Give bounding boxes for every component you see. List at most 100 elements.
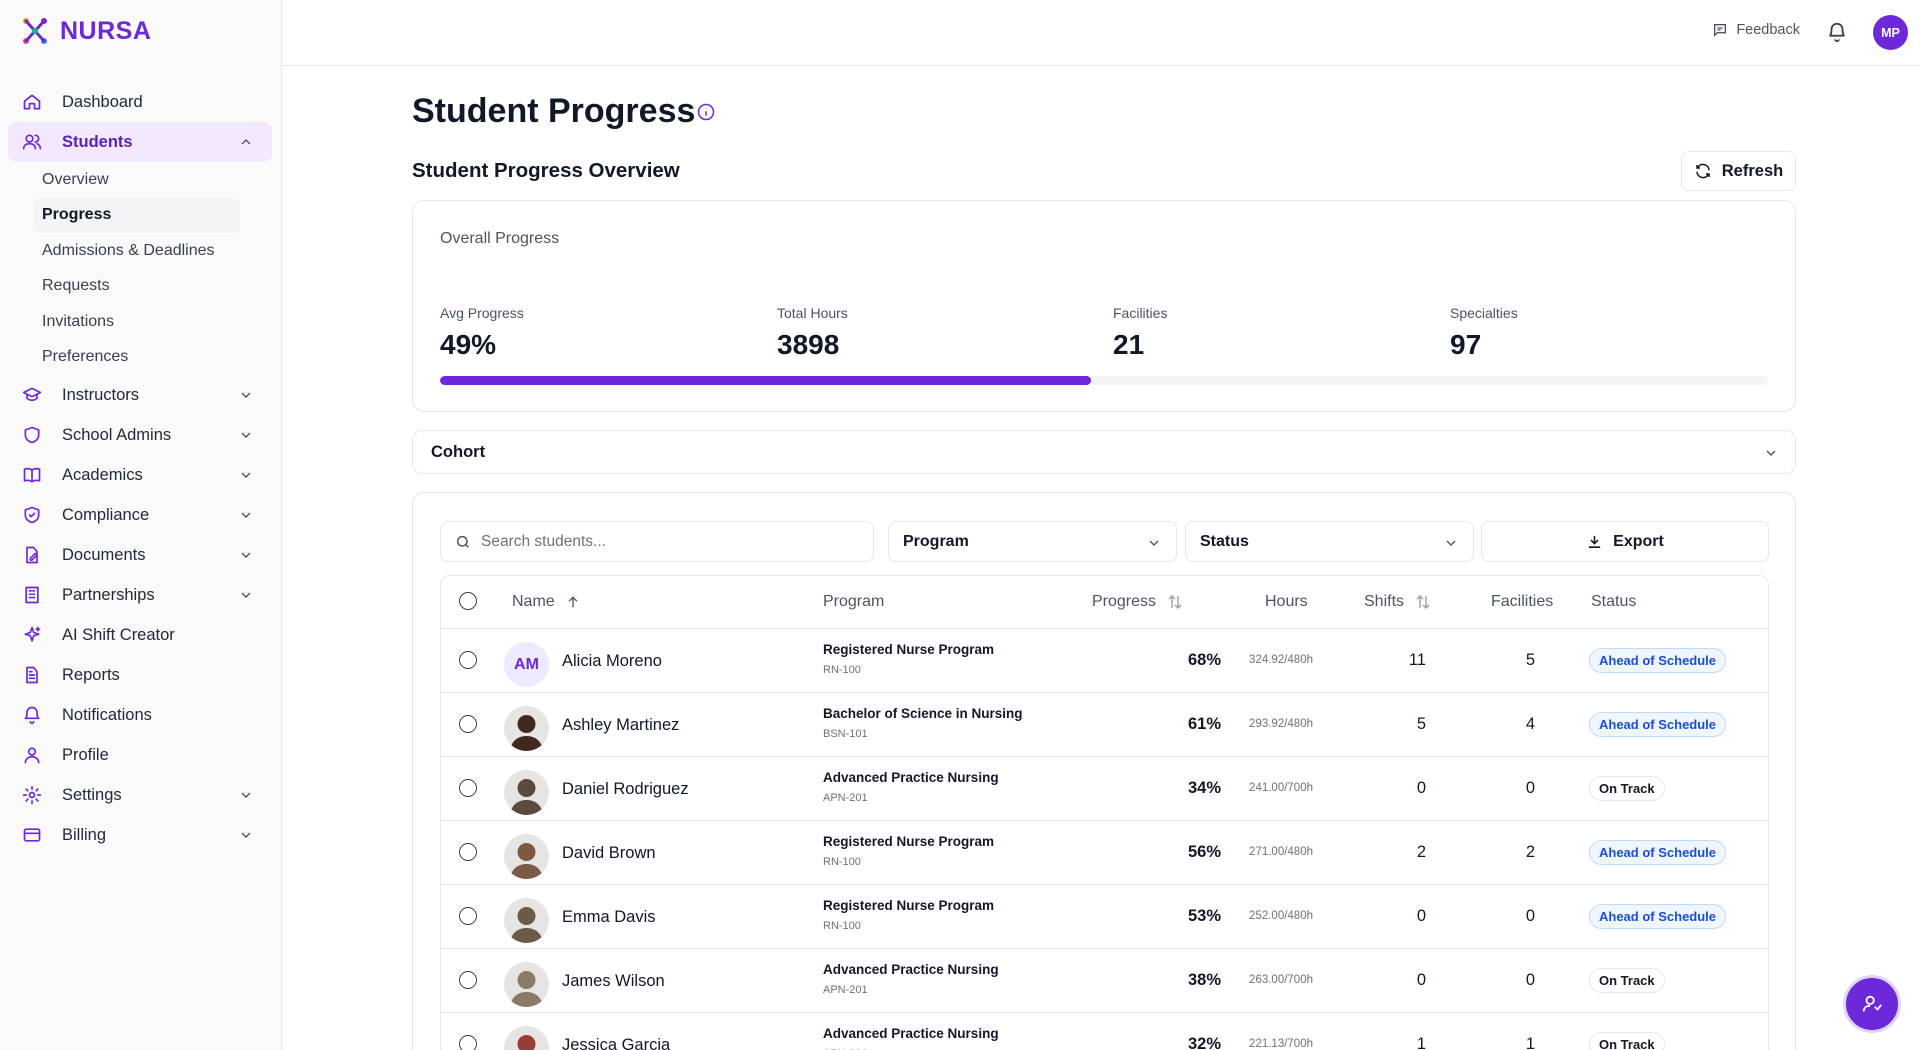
table-row[interactable]: David Brown Registered Nurse Program RN-10…	[441, 821, 1768, 885]
chevron-down-icon	[241, 792, 251, 798]
student-name[interactable]: Emma Davis	[562, 908, 656, 926]
status-badge: Ahead of Schedule	[1589, 712, 1727, 737]
column-shifts[interactable]: Shifts	[1364, 593, 1432, 611]
program-name: Advanced Practice Nursing	[823, 962, 999, 977]
overall-progress-bar	[440, 376, 1768, 385]
chevron-down-icon	[241, 472, 251, 478]
bell-icon[interactable]	[1826, 21, 1848, 43]
sidebar-subitem-progress[interactable]: Progress	[34, 197, 240, 233]
sidebar-item-ai-shift-creator[interactable]: AI Shift Creator	[8, 615, 272, 655]
home-icon	[23, 94, 41, 110]
support-fab-button[interactable]	[1843, 975, 1901, 1033]
logo[interactable]: NURSA	[20, 16, 151, 46]
status-badge: Ahead of Schedule	[1589, 840, 1727, 865]
shield-icon-wrap	[22, 425, 42, 445]
row-checkbox[interactable]	[459, 1035, 477, 1050]
table-row[interactable]: Emma Davis Registered Nurse Program RN-100…	[441, 885, 1768, 949]
student-name[interactable]: James Wilson	[562, 972, 665, 990]
user-avatar[interactable]: MP	[1873, 15, 1908, 50]
program-select[interactable]: Program	[888, 521, 1177, 562]
bell-icon	[24, 706, 40, 725]
student-name[interactable]: David Brown	[562, 844, 656, 862]
sidebar-subitem-invitations[interactable]: Invitations	[42, 312, 115, 330]
row-checkbox[interactable]	[459, 779, 477, 797]
refresh-button[interactable]: Refresh	[1681, 151, 1796, 191]
sidebar: NURSA Dashboard Students Overview Progress A…	[0, 0, 282, 1050]
sidebar-subitem-admissions-deadlines[interactable]: Admissions & Deadlines	[42, 241, 215, 259]
student-name[interactable]: Ashley Martinez	[562, 716, 680, 734]
stat-facilities: Facilities 21	[1113, 305, 1167, 361]
sidebar-item-dashboard[interactable]: Dashboard	[8, 82, 272, 122]
chevron-down-icon	[1149, 540, 1159, 546]
row-checkbox[interactable]	[459, 651, 477, 669]
column-name[interactable]: Name	[512, 593, 581, 611]
row-checkbox[interactable]	[459, 715, 477, 733]
row-checkbox[interactable]	[459, 971, 477, 989]
facilities-value: 5	[1525, 651, 1535, 669]
chevron-down-icon	[1766, 450, 1776, 456]
sidebar-item-reports[interactable]: Reports	[8, 655, 272, 695]
cohort-accordion[interactable]: Cohort	[412, 430, 1796, 474]
student-name[interactable]: Daniel Rodriguez	[562, 780, 689, 798]
status-select[interactable]: Status	[1185, 521, 1474, 562]
sidebar-item-students[interactable]: Students	[8, 122, 272, 162]
row-checkbox[interactable]	[459, 907, 477, 925]
sidebar-item-instructors[interactable]: Instructors	[8, 375, 272, 415]
feedback-button[interactable]: Feedback	[1712, 22, 1800, 38]
table-row[interactable]: Jessica Garcia Advanced Practice Nursing A…	[441, 1013, 1768, 1050]
gear-icon-wrap	[22, 785, 42, 805]
row-checkbox[interactable]	[459, 843, 477, 861]
status-badge: Ahead of Schedule	[1589, 648, 1727, 673]
stat-label: Total Hours	[777, 305, 848, 321]
sidebar-item-academics[interactable]: Academics	[8, 455, 272, 495]
export-button[interactable]: Export	[1481, 521, 1769, 562]
progress-value: 56%	[1187, 843, 1221, 861]
column-facilities: Facilities	[1491, 593, 1553, 611]
select-all-checkbox[interactable]	[459, 592, 477, 610]
table-row[interactable]: Ashley Martinez Bachelor of Science in Nu…	[441, 693, 1768, 757]
column-progress[interactable]: Progress	[1092, 593, 1184, 611]
sidebar-subitem-overview[interactable]: Overview	[42, 170, 109, 188]
checkbox[interactable]	[459, 592, 477, 610]
chevron-down-icon	[1446, 540, 1456, 546]
column-program: Program	[823, 593, 884, 611]
column-label: Progress	[1092, 593, 1157, 610]
table-row[interactable]: AM Alicia Moreno Registered Nurse Program R…	[441, 629, 1768, 693]
refresh-label: Refresh	[1721, 161, 1784, 180]
avatar-photo-icon	[504, 706, 549, 751]
status-badge: On Track	[1589, 968, 1665, 993]
table-row[interactable]: Daniel Rodriguez Advanced Practice Nursin…	[441, 757, 1768, 821]
sidebar-item-partnerships[interactable]: Partnerships	[8, 575, 272, 615]
refresh-icon	[1696, 163, 1710, 179]
sidebar-subitem-requests[interactable]: Requests	[42, 277, 110, 295]
program-code: APN-201	[823, 1048, 868, 1050]
sidebar-subitem-preferences[interactable]: Preferences	[42, 348, 129, 366]
sidebar-item-school-admins[interactable]: School Admins	[8, 415, 272, 455]
row-checkbox-wrap	[459, 971, 477, 989]
sidebar-item-label: Dashboard	[62, 92, 143, 111]
sidebar-nav: Dashboard Students Overview Progress Admissi…	[8, 82, 272, 855]
status-badge: Ahead of Schedule	[1589, 904, 1727, 929]
search-input[interactable]: Search students...	[440, 521, 874, 562]
sidebar-item-profile[interactable]: Profile	[8, 735, 272, 775]
column-label: Name	[512, 593, 555, 610]
students-table-card: Search students... Program Status Export…	[412, 492, 1796, 1050]
building-icon-wrap	[22, 585, 42, 605]
sidebar-item-label: Academics	[62, 465, 143, 484]
hours-value: 263.00/700h	[1249, 974, 1313, 986]
sidebar-item-settings[interactable]: Settings	[8, 775, 272, 815]
sidebar-item-compliance[interactable]: Compliance	[8, 495, 272, 535]
sidebar-item-billing[interactable]: Billing	[8, 815, 272, 855]
sidebar-item-label: Students	[62, 132, 133, 151]
stat-value: 21	[1113, 329, 1145, 360]
student-name[interactable]: Alicia Moreno	[562, 652, 662, 670]
sidebar-item-notifications[interactable]: Notifications	[8, 695, 272, 735]
facilities-value: 0	[1525, 971, 1535, 989]
table-row[interactable]: James Wilson Advanced Practice Nursing APN…	[441, 949, 1768, 1013]
info-icon[interactable]	[697, 103, 715, 121]
book-icon	[23, 467, 41, 483]
student-name[interactable]: Jessica Garcia	[562, 1036, 671, 1050]
program-name: Bachelor of Science in Nursing	[823, 706, 1023, 721]
avatar: AM	[504, 642, 549, 687]
sidebar-item-documents[interactable]: Documents	[8, 535, 272, 575]
